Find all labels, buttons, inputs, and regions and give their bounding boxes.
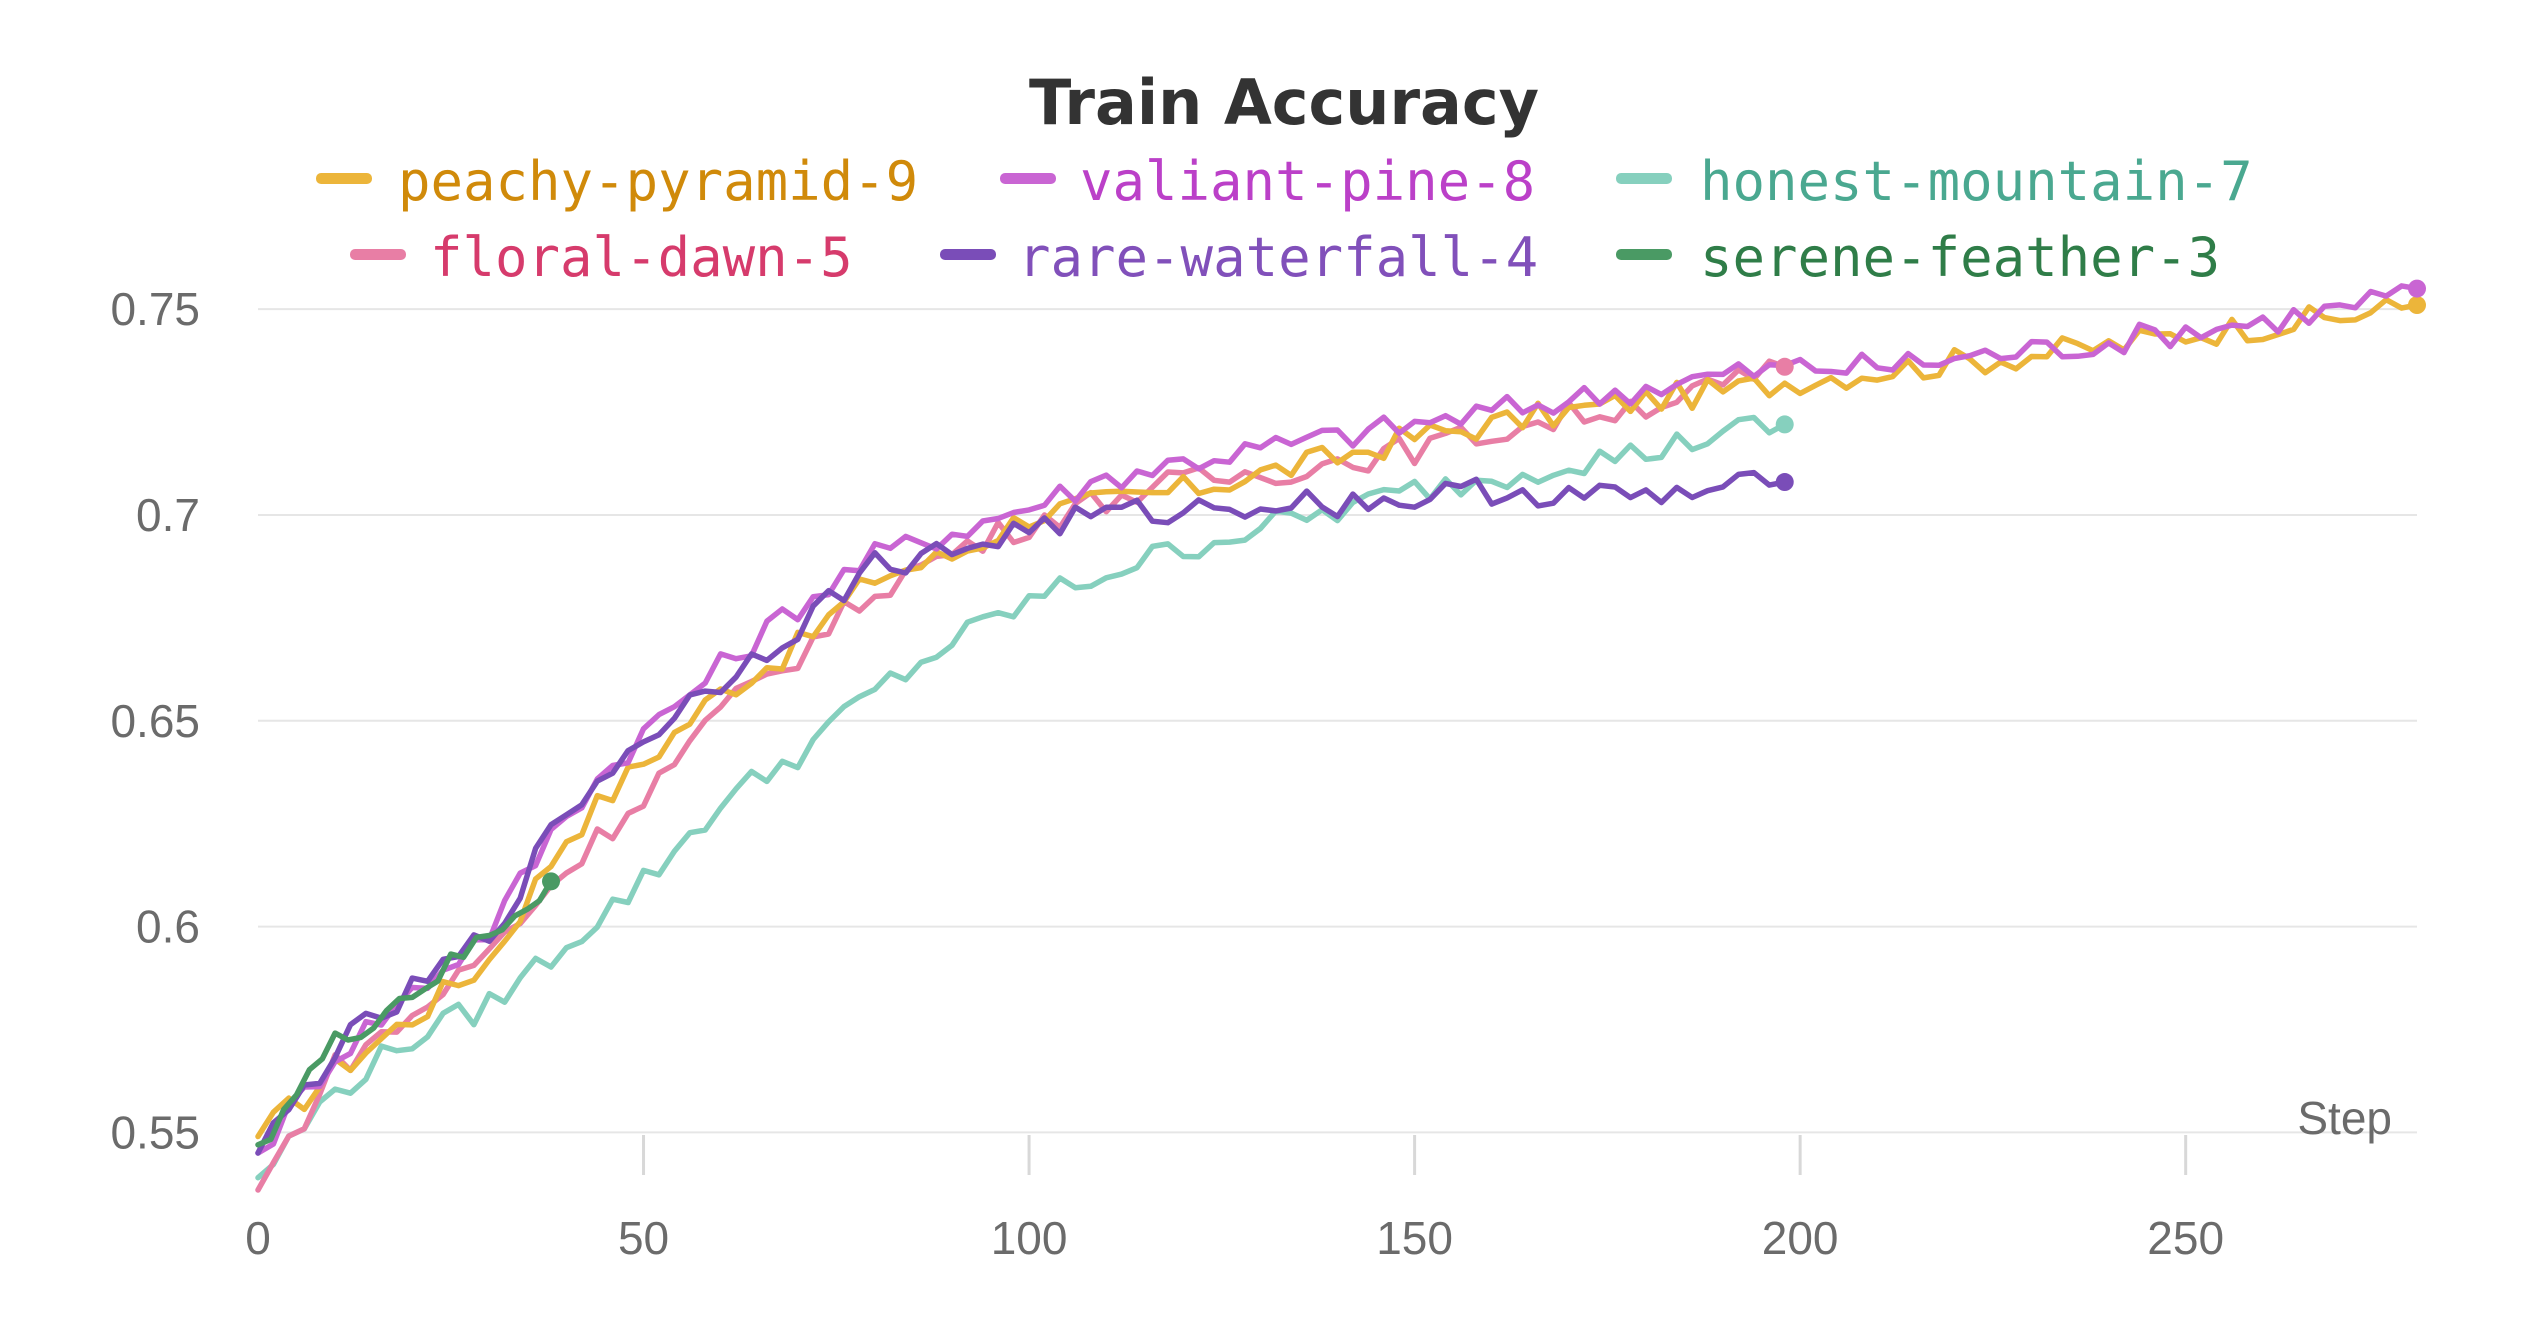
series-line-serene-feather-3 [255,878,554,1148]
series-end-marker-serene-feather-3 [542,872,561,891]
legend-item-floral-dawn-5[interactable]: floral-dawn-5 [350,226,853,289]
chart-title: Train Accuracy [1029,66,1539,139]
legend-item-rare-waterfall-4[interactable]: rare-waterfall-4 [940,226,1538,289]
x-tick-label: 50 [618,1212,669,1264]
legend-label: rare-waterfall-4 [1018,226,1538,289]
legend: peachy-pyramid-9 valiant-pine-8 honest-mou… [316,150,2253,289]
x-tick-label: 0 [245,1212,271,1264]
x-tick-label: 250 [2147,1212,2224,1264]
x-tick-label: 100 [991,1212,1068,1264]
series-line-floral-dawn-5 [255,358,1788,1193]
legend-swatch [350,249,406,260]
legend-item-peachy-pyramid-9[interactable]: peachy-pyramid-9 [316,150,918,213]
x-axis-tick-labels: 0 50 100 150 200 250 [245,1212,2224,1264]
series-end-marker-rare-waterfall-4 [1775,473,1794,492]
y-tick-label: 0.55 [110,1106,200,1158]
x-axis-label: Step [2297,1092,2392,1144]
series-end-marker-valiant-pine-8 [2408,279,2426,298]
legend-label: peachy-pyramid-9 [398,150,918,213]
legend-item-honest-mountain-7[interactable]: honest-mountain-7 [1616,150,2253,213]
series-lines [255,283,2420,1193]
legend-swatch [1000,173,1056,184]
legend-label: floral-dawn-5 [430,226,853,289]
legend-label: valiant-pine-8 [1080,150,1535,213]
y-tick-label: 0.75 [110,283,200,335]
y-gridlines [258,308,2417,1134]
legend-swatch [316,173,372,184]
series-end-marker-floral-dawn-5 [1775,357,1794,376]
x-tick-label: 200 [1762,1212,1839,1264]
series-line-rare-waterfall-4 [255,469,1788,1156]
series-end-marker-peachy-pyramid-9 [2408,296,2426,315]
y-tick-label: 0.7 [136,489,200,541]
legend-label: honest-mountain-7 [1700,150,2253,213]
x-tick-label: 150 [1376,1212,1453,1264]
series-end-markers [542,279,2426,891]
legend-swatch [940,249,996,260]
legend-swatch [1616,249,1672,260]
y-tick-label: 0.6 [136,901,200,953]
legend-swatch [1616,173,1672,184]
series-line-honest-mountain-7 [255,414,1788,1181]
series-end-marker-honest-mountain-7 [1775,415,1794,434]
y-tick-label: 0.65 [110,695,200,747]
series-line-valiant-pine-8 [255,283,2420,1156]
legend-label: serene-feather-3 [1700,226,2220,289]
legend-item-serene-feather-3[interactable]: serene-feather-3 [1616,226,2220,289]
y-axis-tick-labels: 0.55 0.6 0.65 0.7 0.75 [110,283,200,1158]
series-line-peachy-pyramid-9 [255,296,2420,1140]
legend-item-valiant-pine-8[interactable]: valiant-pine-8 [1000,150,1535,213]
x-axis-ticks [642,1135,2188,1175]
